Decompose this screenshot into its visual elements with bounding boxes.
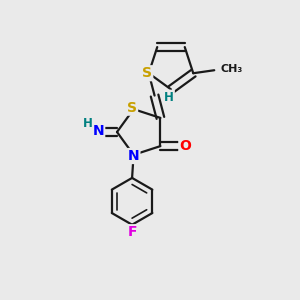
Text: S: S (142, 66, 152, 80)
Text: N: N (93, 124, 104, 138)
Text: O: O (179, 139, 191, 153)
Text: S: S (127, 101, 137, 115)
Text: F: F (127, 225, 137, 239)
Text: CH₃: CH₃ (221, 64, 243, 74)
Text: H: H (83, 117, 93, 130)
Text: N: N (128, 149, 140, 163)
Text: H: H (164, 91, 174, 103)
